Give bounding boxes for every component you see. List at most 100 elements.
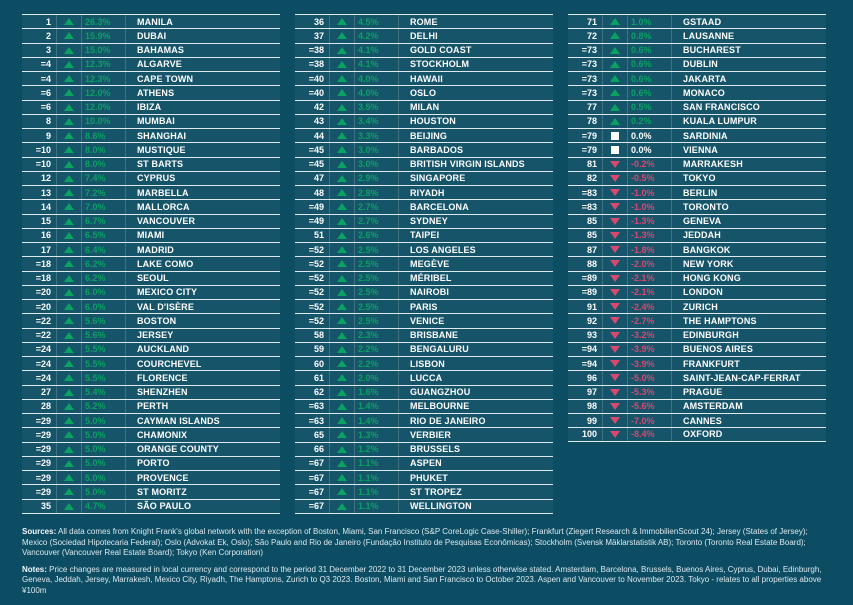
up-arrow-icon: [337, 89, 347, 97]
change-direction-cell: [602, 285, 627, 299]
rank-value: 78: [586, 116, 597, 127]
change-direction-cell: [602, 100, 627, 114]
change-percent: -0.2%: [627, 157, 671, 171]
change-direction-cell: [56, 371, 81, 385]
table-row: 16 6.5% MIAMI: [22, 227, 280, 242]
change-percent: 15.9%: [81, 29, 125, 43]
change-percent: 0.0%: [627, 143, 671, 157]
table-row: 2 15.9% DUBAI: [22, 28, 280, 43]
footer: Sources: All data comes from Knight Fran…: [22, 527, 834, 602]
table-row: 37 4.2% DELHI: [295, 28, 553, 43]
change-percent: 0.6%: [627, 43, 671, 57]
location-name: MEXICO CITY: [125, 285, 280, 299]
table-row: 92 -2.7% THE HAMPTONS: [568, 313, 826, 328]
table-row: =22 5.6% JERSEY: [22, 327, 280, 342]
location-name: RIO DE JANEIRO: [398, 414, 553, 428]
table-row: 93 -3.2% EDINBURGH: [568, 327, 826, 342]
change-percent: 1.0%: [627, 15, 671, 29]
location-name: GUANGZHOU: [398, 385, 553, 399]
location-name: CANNES: [671, 414, 826, 428]
change-percent: 7.4%: [81, 171, 125, 185]
change-percent: -1.0%: [627, 200, 671, 214]
up-arrow-icon: [610, 89, 620, 97]
rank-value: 85: [586, 216, 597, 227]
change-direction-cell: [56, 414, 81, 428]
change-percent: 6.2%: [81, 257, 125, 271]
change-direction-cell: [56, 86, 81, 100]
up-arrow-icon: [337, 18, 347, 26]
rank-value: 93: [586, 330, 597, 341]
change-direction-cell: [602, 385, 627, 399]
rank-value: =24: [35, 344, 51, 355]
rank-value: 88: [586, 258, 597, 269]
rank-value: 97: [586, 387, 597, 398]
rank-value: 8: [45, 116, 51, 127]
location-name: MUSTIQUE: [125, 143, 280, 157]
change-direction-cell: [602, 399, 627, 413]
table-row: =49 2.7% BARCELONA: [295, 199, 553, 214]
change-direction-cell: [602, 357, 627, 371]
table-row: 87 -1.8% BANGKOK: [568, 242, 826, 257]
table-row: =24 5.5% AUCKLAND: [22, 341, 280, 356]
table-row: 77 0.5% SAN FRANCISCO: [568, 99, 826, 114]
up-arrow-icon: [64, 160, 74, 168]
change-direction-cell: [56, 114, 81, 128]
table-row: =4 12.3% CAPE TOWN: [22, 71, 280, 86]
rank-value: =29: [35, 458, 51, 469]
change-direction-cell: [56, 499, 81, 513]
table-row: 9 8.6% SHANGHAI: [22, 128, 280, 143]
rank-value: =49: [308, 216, 324, 227]
change-percent: 1.2%: [354, 442, 398, 456]
change-direction-cell: [329, 385, 354, 399]
location-name: PHUKET: [398, 471, 553, 485]
location-name: TAIPEI: [398, 228, 553, 242]
rank-value: =29: [35, 472, 51, 483]
rank-value: 96: [586, 372, 597, 383]
change-percent: 4.5%: [354, 15, 398, 29]
change-direction-cell: [329, 72, 354, 86]
table-row: =52 2.5% VENICE: [295, 313, 553, 328]
change-percent: 0.8%: [627, 29, 671, 43]
table-row: =52 2.5% LOS ANGELES: [295, 242, 553, 257]
up-arrow-icon: [64, 103, 74, 111]
up-arrow-icon: [64, 474, 74, 482]
table-row: =38 4.1% GOLD COAST: [295, 42, 553, 57]
table-row: 62 1.6% GUANGZHOU: [295, 384, 553, 399]
location-name: MELBOURNE: [398, 399, 553, 413]
table-row: =10 8.0% MUSTIQUE: [22, 142, 280, 157]
table-row: 13 7.2% MARBELLA: [22, 185, 280, 200]
change-direction-cell: [602, 129, 627, 143]
table-row: =45 3.0% BRITISH VIRGIN ISLANDS: [295, 156, 553, 171]
location-name: BANGKOK: [671, 243, 826, 257]
rank-value: =52: [308, 301, 324, 312]
change-percent: -1.3%: [627, 228, 671, 242]
location-name: LAUSANNE: [671, 29, 826, 43]
up-arrow-icon: [337, 417, 347, 425]
change-percent: -3.9%: [627, 342, 671, 356]
up-arrow-icon: [64, 360, 74, 368]
location-name: SHANGHAI: [125, 129, 280, 143]
table-row: 98 -5.6% AMSTERDAM: [568, 398, 826, 413]
change-percent: 0.5%: [627, 100, 671, 114]
location-name: DUBAI: [125, 29, 280, 43]
location-name: CHAMONIX: [125, 428, 280, 442]
up-arrow-icon: [64, 18, 74, 26]
rank-value: =38: [308, 45, 324, 56]
change-direction-cell: [329, 342, 354, 356]
rank-value: =83: [581, 187, 597, 198]
table-row: 8 10.0% MUMBAI: [22, 113, 280, 128]
location-name: IBIZA: [125, 100, 280, 114]
rank-value: =49: [308, 201, 324, 212]
up-arrow-icon: [337, 117, 347, 125]
change-percent: 2.5%: [354, 300, 398, 314]
location-name: ST TROPEZ: [398, 485, 553, 499]
rank-value: 72: [586, 30, 597, 41]
change-percent: 2.8%: [354, 186, 398, 200]
change-percent: 7.2%: [81, 186, 125, 200]
change-direction-cell: [602, 43, 627, 57]
change-percent: 2.5%: [354, 285, 398, 299]
location-name: MADRID: [125, 243, 280, 257]
rank-value: 9: [45, 130, 51, 141]
change-percent: 26.3%: [81, 15, 125, 29]
rank-value: 61: [313, 372, 324, 383]
